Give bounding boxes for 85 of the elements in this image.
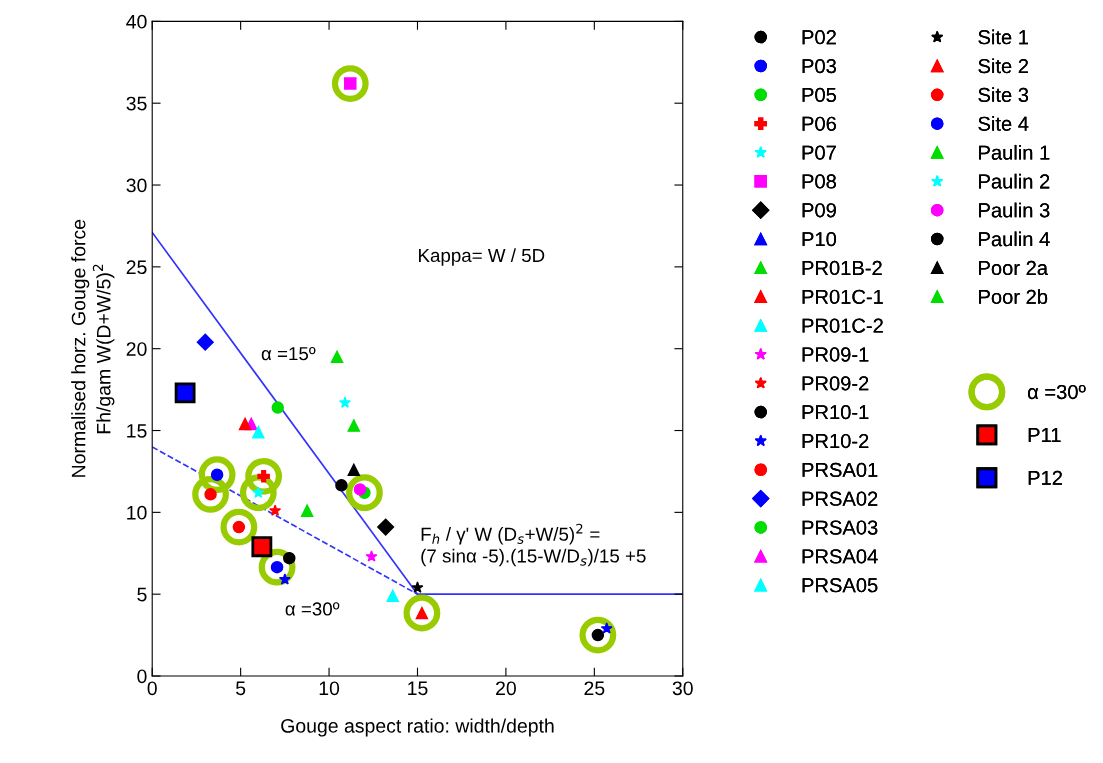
annotation: α =30º	[285, 602, 340, 616]
x-tick-label: 15	[408, 681, 428, 696]
point	[386, 589, 399, 603]
x-tick-label: 10	[319, 681, 340, 696]
legend-label: Paulin 4	[979, 231, 1050, 247]
point	[196, 333, 214, 351]
y-tick-label: 5	[137, 587, 147, 602]
legend-label: P07	[802, 145, 836, 160]
legend-label: P02	[802, 30, 836, 45]
legend-label: Site 2	[978, 58, 1028, 74]
legend-label: Paulin 2	[979, 173, 1050, 189]
point	[346, 474, 383, 512]
point	[174, 382, 196, 404]
y-tick-label: 25	[126, 260, 147, 275]
x-axis-title: Gouge aspect ratio: width/depth	[281, 718, 554, 737]
legend-label: PRSA01	[802, 462, 878, 477]
legend-label: P10	[802, 232, 837, 247]
point	[239, 474, 277, 512]
point	[377, 518, 395, 536]
legend-label: PRSA02	[802, 491, 878, 506]
legend-label: Site 1	[978, 29, 1028, 45]
x-tick-label: 0	[147, 681, 157, 696]
y-tick-label: 30	[126, 178, 147, 193]
legend-label: PR01B-2	[802, 260, 882, 276]
legend-label: PR01C-2	[802, 318, 883, 333]
point	[338, 396, 351, 408]
point	[330, 350, 344, 364]
text: F$_{h}$ / γ' W (D$_{s}$+W/5)$^{2}$ = (7 sinα -5).(15-W/D$_{s}$)/15 +5	[421, 523, 646, 567]
legend-label: P08	[802, 174, 836, 189]
point	[403, 594, 441, 632]
y-tick-label: 0	[137, 669, 147, 684]
x-tick-label: 30	[672, 681, 693, 696]
y-axis-title: Normalised horz. Gouge force Fh/gam W(D+W/5)$^{2}$	[71, 219, 115, 477]
legend-label: PR09-1	[802, 347, 869, 362]
legend-label: Site 3	[978, 87, 1029, 103]
point	[251, 536, 273, 558]
legend-label: P06	[802, 116, 836, 131]
x-tick-label: 20	[496, 681, 516, 696]
y-tick-label: 35	[126, 96, 147, 111]
point	[347, 419, 361, 432]
legend-label: Poor 2a	[979, 260, 1049, 276]
legend-label: PR09-2	[802, 376, 869, 391]
y-tick-label: 10	[127, 505, 147, 520]
x-tick-label: 5	[236, 681, 246, 696]
point	[600, 622, 613, 634]
point	[198, 456, 236, 494]
point	[245, 457, 283, 495]
legend-label: Site 4	[978, 116, 1029, 131]
legend-label: Poor 2b	[979, 289, 1048, 304]
legend-label: Paulin 1	[979, 144, 1050, 160]
legend-label: Paulin 3	[979, 202, 1050, 218]
legend-label: PR10-2	[802, 433, 869, 449]
point	[365, 550, 378, 562]
point	[258, 548, 296, 586]
point	[300, 504, 314, 517]
legend-label: PRSA03	[802, 520, 878, 535]
point	[278, 573, 291, 585]
legend-label: P12	[1028, 470, 1062, 485]
legend-label: PRSA05	[802, 578, 878, 593]
legend-label: PR01C-1	[802, 289, 883, 304]
point	[411, 581, 424, 593]
point	[331, 65, 369, 102]
point	[192, 475, 229, 513]
annotation: α =15º	[261, 346, 316, 361]
point	[271, 401, 285, 414]
point	[269, 504, 282, 516]
legend-label: P05	[802, 87, 836, 103]
point	[579, 616, 617, 654]
legend-label: P03	[802, 58, 836, 74]
legend-label: α =30º	[1027, 384, 1086, 400]
legend-label: P11	[1028, 428, 1061, 442]
legend-label: PR10-1	[802, 405, 869, 420]
point	[335, 479, 348, 492]
point	[252, 425, 265, 439]
y-tick-label: 40	[126, 14, 147, 29]
y-tick-label: 15	[127, 424, 147, 438]
point	[220, 508, 258, 546]
legend-label: PRSA04	[802, 549, 878, 564]
y-tick-label: 20	[126, 342, 147, 356]
point	[283, 551, 296, 565]
point	[238, 417, 252, 431]
annotation: Kappa= W / 5D	[419, 248, 545, 266]
x-tick-label: 25	[584, 681, 605, 696]
legend-label: P09	[802, 203, 836, 218]
point	[347, 463, 361, 477]
